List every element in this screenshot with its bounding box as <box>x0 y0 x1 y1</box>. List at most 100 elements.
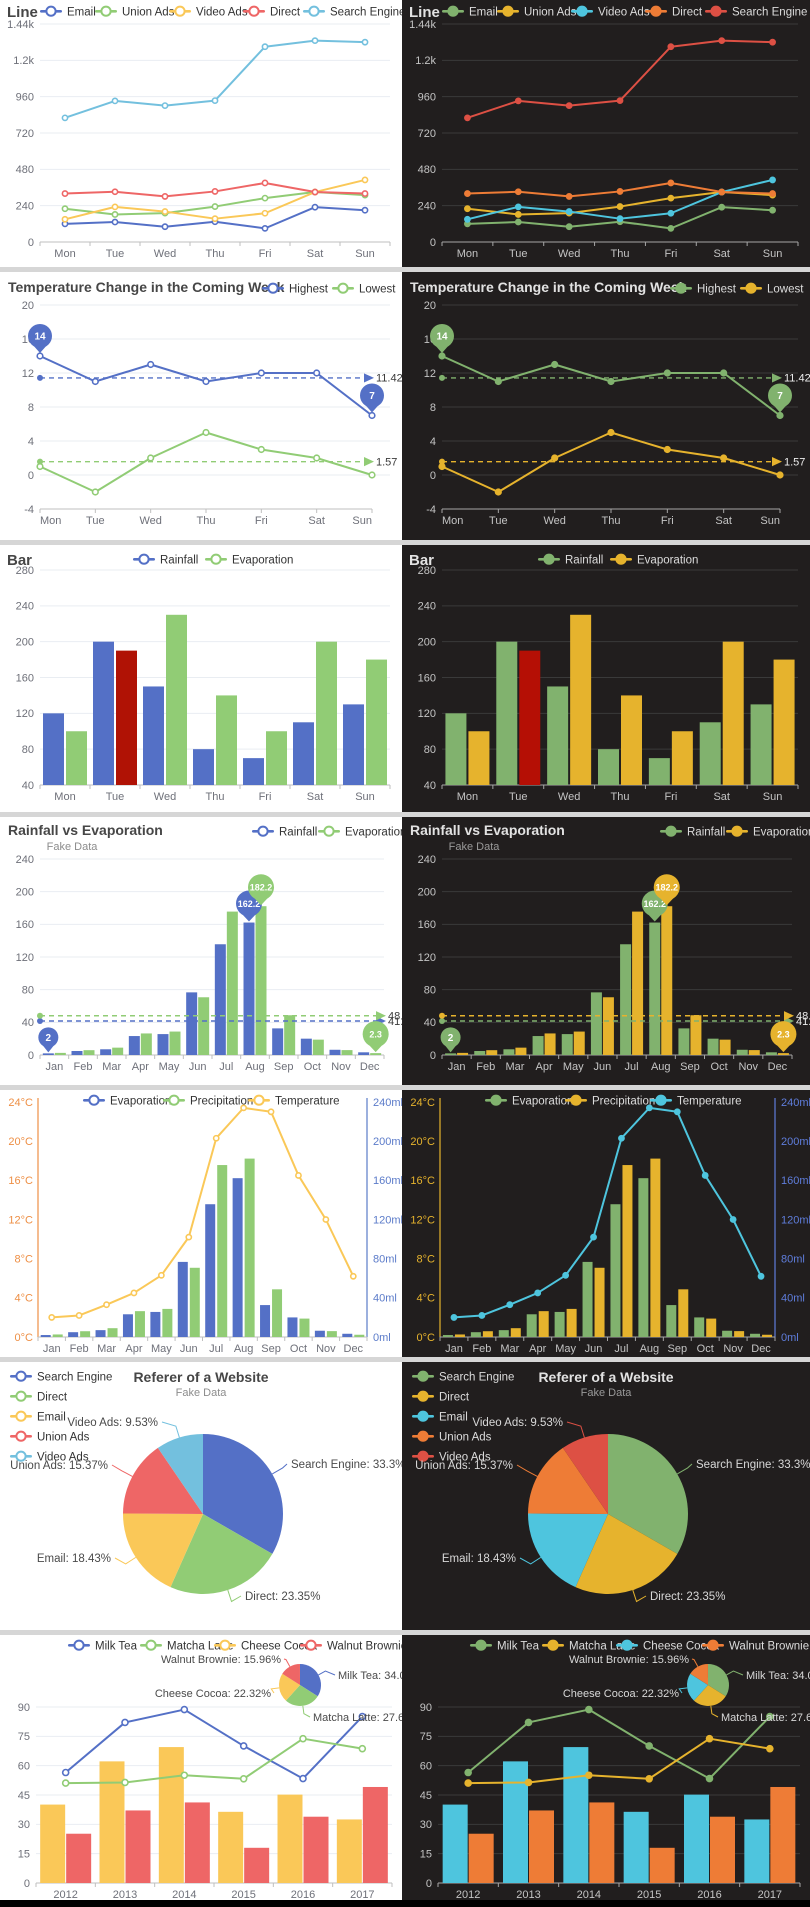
bar-rainfall[interactable] <box>750 704 772 785</box>
pie-slice-direct[interactable] <box>575 1514 678 1594</box>
bar-evaporation[interactable] <box>232 1178 243 1337</box>
pie-chart-svg[interactable]: Referer of a Website Fake Data Search Engi… <box>0 1362 402 1630</box>
bar-rainfall[interactable] <box>193 749 214 785</box>
pie-slice[interactable] <box>300 1664 321 1697</box>
bar-evaporation[interactable] <box>68 1332 79 1337</box>
pie-slice-email[interactable] <box>123 1513 203 1588</box>
legend-item[interactable]: Union Ads <box>497 5 577 19</box>
bar-evaporation[interactable] <box>570 614 592 785</box>
bar-rainfall[interactable] <box>243 922 255 1055</box>
bar-walnut-brownie[interactable] <box>244 1847 270 1883</box>
legend-item[interactable]: Evaporation <box>83 1094 171 1108</box>
legend-item[interactable]: Search Engine <box>412 1370 514 1384</box>
bar-rainfall[interactable] <box>474 1050 486 1055</box>
legend-item[interactable]: Walnut Brownie <box>702 1639 809 1653</box>
pie-slice[interactable] <box>693 1685 726 1706</box>
bar-precipitation[interactable] <box>244 1158 255 1337</box>
pie-slice-search-engine[interactable] <box>203 1434 283 1554</box>
bar-evaporation[interactable] <box>216 695 237 785</box>
bar-precipitation[interactable] <box>762 1334 773 1337</box>
legend-item[interactable]: Walnut Brownie <box>300 1639 402 1653</box>
bar-evaporation[interactable] <box>341 1050 353 1055</box>
bar-cheese-cocoa[interactable] <box>158 1747 184 1883</box>
bar-rainfall[interactable] <box>358 1052 370 1055</box>
bar-evaporation[interactable] <box>610 1204 621 1337</box>
bar-rainfall[interactable] <box>648 758 670 785</box>
bar-evaporation[interactable] <box>719 1039 731 1055</box>
bar-rainfall[interactable] <box>699 722 721 785</box>
legend-item[interactable]: Direct <box>10 1390 68 1404</box>
legend-item[interactable]: Cheese Cocoa <box>616 1639 720 1653</box>
bar-evaporation[interactable] <box>573 1031 585 1055</box>
bar-precipitation[interactable] <box>162 1308 173 1337</box>
legend-item[interactable]: Search Engine <box>705 5 807 19</box>
bar-evaporation[interactable] <box>457 1052 469 1055</box>
legend-item[interactable]: Precipitation <box>163 1094 253 1108</box>
bar-precipitation[interactable] <box>538 1311 549 1337</box>
legend-item[interactable]: Milk Tea <box>68 1639 138 1653</box>
bar-rainfall[interactable] <box>707 1038 719 1055</box>
legend-item[interactable]: Evaporation <box>205 553 293 567</box>
legend-item[interactable]: Highest <box>670 282 737 296</box>
bar-walnut-brownie[interactable] <box>125 1810 151 1883</box>
chart-panel-pie-light[interactable]: Referer of a Website Fake Data Search Engi… <box>0 1362 402 1630</box>
chart-panel-mix-light[interactable]: Milk Tea Matcha Latte Cheese Cocoa Walnut B… <box>0 1635 402 1900</box>
bar-evaporation[interactable] <box>166 614 187 785</box>
bar-evaporation[interactable] <box>177 1261 188 1337</box>
bar-rainfall[interactable] <box>214 944 226 1055</box>
bar-evaporation[interactable] <box>370 1053 382 1055</box>
bar-evaporation[interactable] <box>661 906 673 1055</box>
chart-panel-bar-light[interactable]: Bar Rainfall Evaporation 40 80 120 160 200 240 28… <box>0 545 402 812</box>
bar-rainfall[interactable] <box>71 1050 83 1055</box>
legend-item[interactable]: Evaporation <box>726 825 810 839</box>
bar-evaporation[interactable] <box>205 1204 216 1337</box>
bar-evaporation[interactable] <box>773 659 795 785</box>
bar-evaporation[interactable] <box>40 1335 51 1337</box>
bar-evaporation[interactable] <box>169 1031 181 1055</box>
bar-cheese-cocoa[interactable] <box>563 1747 589 1883</box>
bar-precipitation[interactable] <box>622 1165 633 1337</box>
bar-rainfall[interactable] <box>590 992 602 1055</box>
bar-evaporation[interactable] <box>284 1015 296 1055</box>
bar-cheese-cocoa[interactable] <box>623 1811 649 1883</box>
bar-evaporation[interactable] <box>266 731 287 785</box>
bar-evaporation[interactable] <box>312 1039 324 1055</box>
bar-walnut-brownie[interactable] <box>529 1810 554 1883</box>
chart-panel-temperature-light[interactable]: Temperature Change in the Coming Week Hig… <box>0 272 402 540</box>
bar-evaporation[interactable] <box>66 731 87 785</box>
bar-evaporation[interactable] <box>486 1050 498 1055</box>
bar-evaporation[interactable] <box>442 1335 453 1337</box>
legend-item[interactable]: Milk Tea <box>470 1639 540 1653</box>
bar-rainfall[interactable] <box>42 1053 54 1055</box>
bar-evaporation[interactable] <box>116 650 137 785</box>
bar-rainfall[interactable] <box>532 1036 544 1055</box>
bar-precipitation[interactable] <box>594 1267 605 1337</box>
pie-slice[interactable] <box>687 1673 708 1701</box>
bar-chart-svg[interactable]: Bar Rainfall Evaporation 40 80 120 160 200 240 28… <box>402 545 810 812</box>
bar-evaporation[interactable] <box>314 1330 325 1337</box>
line-chart-svg[interactable]: Line Email Union Ads Video Ads Direct Search … <box>0 0 402 267</box>
legend-item[interactable]: Evaporation <box>485 1094 573 1108</box>
bar-evaporation[interactable] <box>316 641 337 785</box>
pie-slice[interactable] <box>690 1664 708 1685</box>
temperature-chart-svg[interactable]: Temperature Change in the Coming Week Hig… <box>0 272 402 540</box>
legend-item[interactable]: Email <box>412 1410 468 1424</box>
legend-item[interactable]: Rainfall <box>660 825 725 839</box>
bar-evaporation[interactable] <box>255 906 267 1055</box>
chart-panel-rainfall-light[interactable]: Rainfall vs Evaporation Fake Data Rainfall… <box>0 817 402 1085</box>
bar-evaporation[interactable] <box>112 1047 124 1055</box>
chart-panel-line-dark[interactable]: Line Email Union Ads Video Ads Direct Search … <box>402 0 810 267</box>
bar-evaporation[interactable] <box>582 1261 593 1337</box>
chart-panel-pie-dark[interactable]: Referer of a Website Fake Data Search Engi… <box>402 1362 810 1630</box>
bar-chart-svg[interactable]: Bar Rainfall Evaporation 40 80 120 160 200 240 28… <box>0 545 402 812</box>
bar-evaporation[interactable] <box>526 1314 537 1337</box>
legend-item[interactable]: Search Engine <box>303 5 402 19</box>
rainfall-evaporation-chart-svg[interactable]: Rainfall vs Evaporation Fake Data Rainfall… <box>0 817 402 1085</box>
legend-item[interactable]: Rainfall <box>538 553 603 567</box>
bar-rainfall[interactable] <box>649 922 661 1055</box>
bar-precipitation[interactable] <box>650 1158 661 1337</box>
bar-evaporation[interactable] <box>777 1053 789 1055</box>
bar-rainfall[interactable] <box>143 686 164 785</box>
bar-rainfall[interactable] <box>300 1038 312 1055</box>
bar-walnut-brownie[interactable] <box>589 1802 615 1883</box>
